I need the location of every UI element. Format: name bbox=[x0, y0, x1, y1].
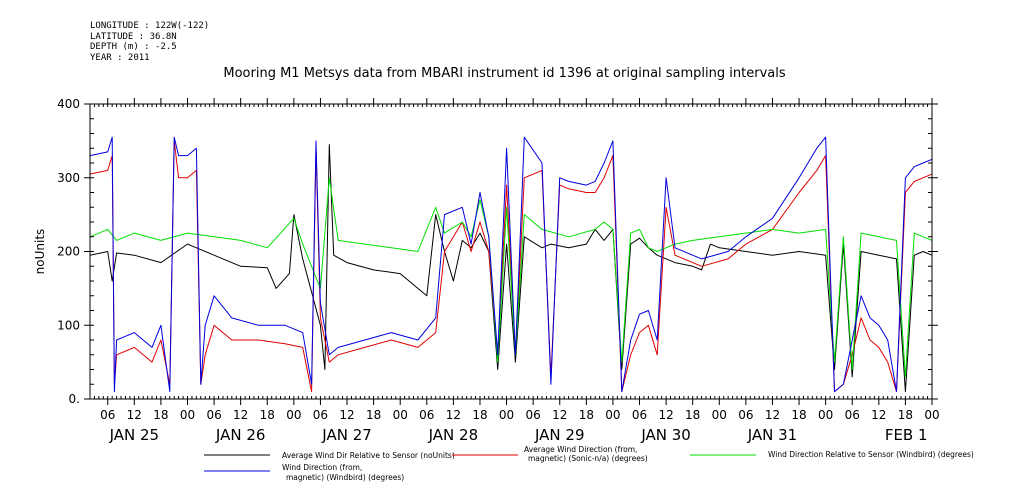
x-tick-label: 06 bbox=[845, 408, 860, 422]
x-tick-label: 06 bbox=[100, 408, 115, 422]
series-line-4 bbox=[89, 136, 933, 393]
x-day-label: JAN 27 bbox=[321, 426, 372, 444]
x-tick-label: 18 bbox=[791, 408, 806, 422]
x-tick-label: 00 bbox=[499, 408, 514, 422]
legend-label-4b: magnetic) (Windbird) (degrees) bbox=[286, 473, 404, 482]
legend: Average Wind Dir Relative to Sensor (noU… bbox=[204, 445, 974, 482]
x-tick-label: 06 bbox=[206, 408, 221, 422]
x-tick-label: 12 bbox=[127, 408, 142, 422]
legend-label-1: Average Wind Dir Relative to Sensor (noU… bbox=[282, 451, 455, 460]
x-day-label: JAN 29 bbox=[534, 426, 585, 444]
x-tick-label: 06 bbox=[419, 408, 434, 422]
depth-label: DEPTH (m) : -2.5 bbox=[90, 42, 177, 52]
y-tick-label: 400 bbox=[57, 97, 80, 111]
x-tick-label: 06 bbox=[632, 408, 647, 422]
x-tick-label: 06 bbox=[738, 408, 753, 422]
x-day-label: JAN 30 bbox=[640, 426, 691, 444]
x-tick-label: 12 bbox=[552, 408, 567, 422]
x-tick-label: 18 bbox=[260, 408, 275, 422]
x-tick-label: 18 bbox=[685, 408, 700, 422]
x-tick-label: 12 bbox=[339, 408, 354, 422]
x-tick-label: 06 bbox=[526, 408, 541, 422]
x-tick-label: 12 bbox=[871, 408, 886, 422]
x-tick-label: 12 bbox=[446, 408, 461, 422]
series-layer bbox=[89, 136, 933, 393]
x-tick-label: 06 bbox=[313, 408, 328, 422]
x-tick-label: 00 bbox=[393, 408, 408, 422]
legend-label-4a: Wind Direction (from, bbox=[282, 463, 362, 472]
y-tick-label: 200 bbox=[57, 245, 80, 259]
x-tick-label: 00 bbox=[924, 408, 939, 422]
x-tick-label: 12 bbox=[765, 408, 780, 422]
x-tick-label: 00 bbox=[605, 408, 620, 422]
x-tick-label: 00 bbox=[286, 408, 301, 422]
x-tick-label: 12 bbox=[658, 408, 673, 422]
chart-title: Mooring M1 Metsys data from MBARI instru… bbox=[223, 66, 786, 81]
y-axis-label: noUnits bbox=[33, 229, 47, 275]
legend-label-3: Wind Direction Relative to Sensor (Windb… bbox=[768, 450, 974, 459]
latitude-label: LATITUDE : 36.8N bbox=[90, 31, 177, 42]
x-tick-label: 18 bbox=[366, 408, 381, 422]
axes-layer: 0. 100 200 300 400 06 12 18 00 06 12 18 00 06 12 18 00 06… bbox=[57, 97, 940, 444]
x-tick-label: 00 bbox=[818, 408, 833, 422]
year-label: YEAR : 2011 bbox=[90, 52, 150, 63]
x-tick-label: 12 bbox=[233, 408, 248, 422]
metadata-block: LONGITUDE : 122W(-122) LATITUDE : 36.8N … bbox=[90, 21, 209, 63]
y-tick-label: 300 bbox=[57, 171, 80, 185]
series-line-3 bbox=[89, 177, 933, 378]
x-day-label: JAN 25 bbox=[109, 426, 160, 444]
x-tick-label: 18 bbox=[153, 408, 168, 422]
legend-label-2b: magnetic) (Sonic-n/a) (degrees) bbox=[528, 454, 648, 463]
y-tick-label: 100 bbox=[57, 318, 80, 332]
x-tick-label: 00 bbox=[712, 408, 727, 422]
x-tick-label: 00 bbox=[180, 408, 195, 422]
x-day-label: JAN 28 bbox=[428, 426, 479, 444]
y-tick-label: 0. bbox=[69, 392, 80, 406]
x-day-label: FEB 1 bbox=[885, 426, 928, 444]
x-day-label: JAN 31 bbox=[747, 426, 798, 444]
x-tick-label: 18 bbox=[579, 408, 594, 422]
longitude-label: LONGITUDE : 122W(-122) bbox=[90, 21, 210, 31]
series-line-1 bbox=[89, 144, 933, 393]
x-day-label: JAN 26 bbox=[215, 426, 266, 444]
x-tick-label: 18 bbox=[472, 408, 487, 422]
legend-label-2a: Average Wind Direction (from, bbox=[524, 445, 637, 454]
x-tick-label: 18 bbox=[898, 408, 913, 422]
series-line-2 bbox=[89, 140, 933, 393]
